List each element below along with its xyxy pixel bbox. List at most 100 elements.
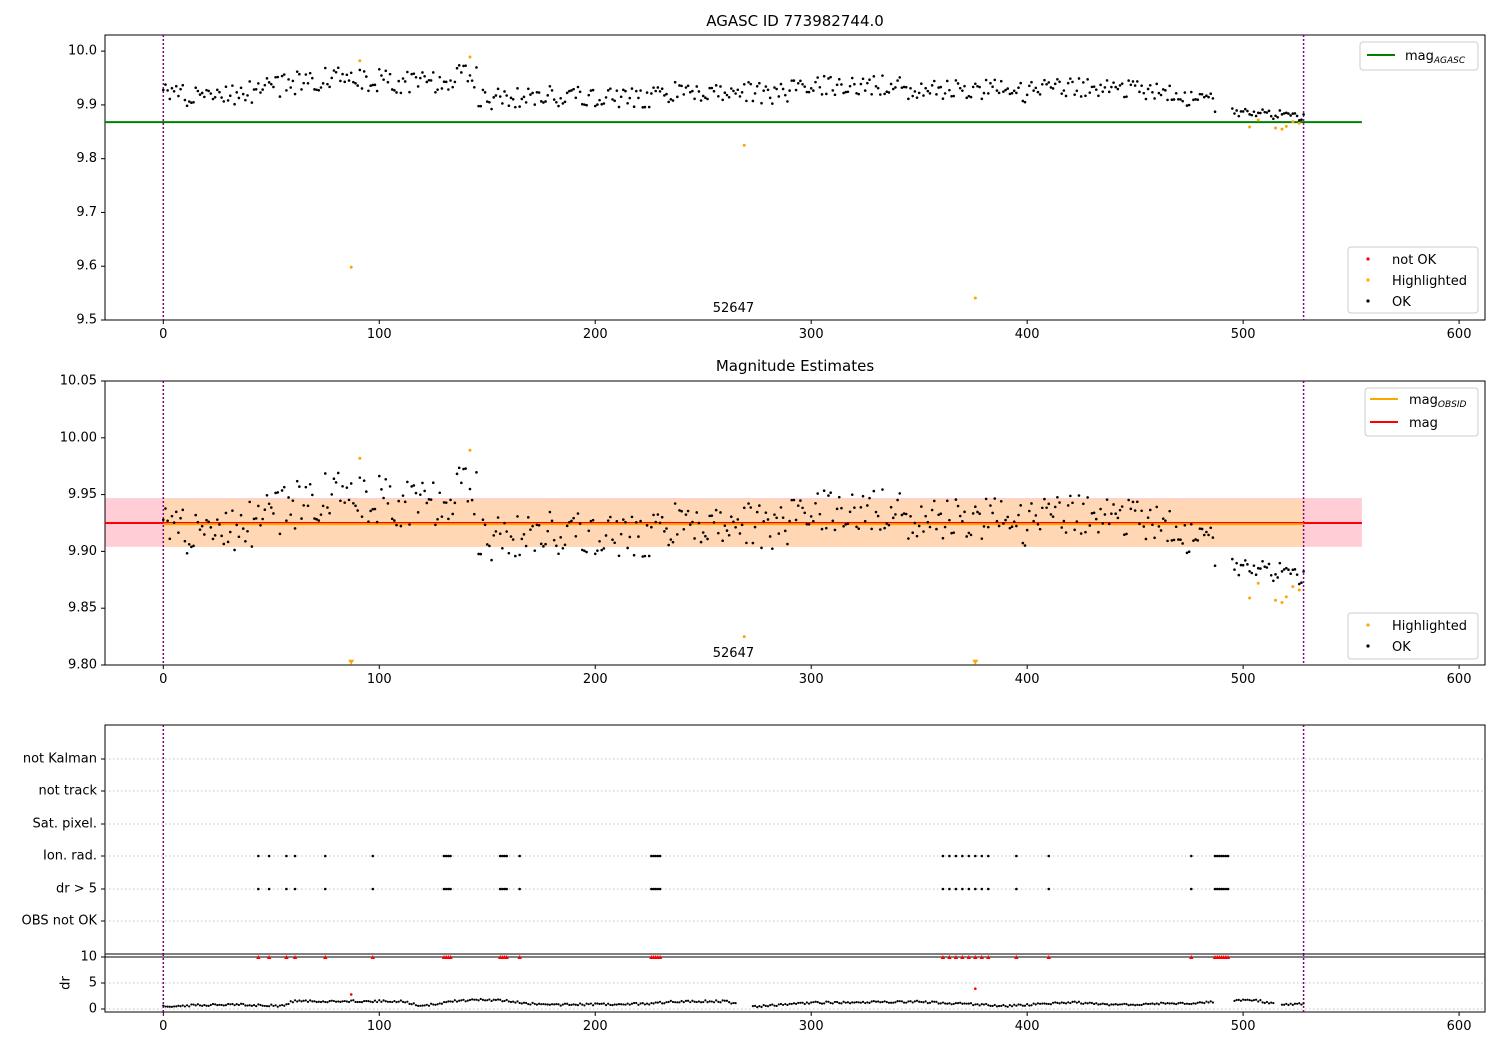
magnitude-panel-ok-point: [617, 554, 621, 558]
agasc-panel-ok-point: [986, 92, 990, 95]
agasc-panel-ok-point: [1181, 99, 1184, 103]
flag-point: [658, 854, 662, 858]
agasc-panel-ok-point: [632, 105, 636, 109]
dr-point: [1088, 1001, 1091, 1004]
magnitude-panel-ok-point: [498, 532, 502, 536]
agasc-panel-ok-point: [857, 92, 861, 96]
dr-point: [531, 1001, 534, 1004]
agasc-panel-ok-point: [606, 89, 610, 92]
dr-point: [829, 1001, 832, 1005]
dr-point: [166, 1005, 169, 1008]
agasc-panel-ok-point: [1047, 81, 1051, 84]
agasc-panel-ok-point: [1049, 86, 1053, 89]
agasc-panel-ok-point: [1209, 92, 1213, 96]
magnitude-panel-ok-point: [624, 520, 627, 524]
magnitude-panel-ok-point: [827, 494, 830, 497]
magnitude-panel-ok-point: [907, 537, 910, 540]
agasc-panel-ok-point: [650, 92, 653, 95]
agasc-panel-highlighted-point: [973, 296, 977, 300]
agasc-panel-ok-point: [341, 72, 344, 76]
magnitude-panel-ok-point: [976, 510, 979, 514]
dr-point: [1293, 1002, 1297, 1005]
dr-panel-x-tick-label: 500: [1231, 1019, 1256, 1034]
magnitude-panel-ok-point: [170, 514, 174, 518]
dr-point: [648, 1003, 651, 1006]
dr-point: [1060, 1001, 1063, 1004]
flag-point: [1215, 887, 1219, 891]
agasc-panel-ok-point: [669, 97, 673, 101]
flag-point: [444, 887, 448, 891]
magnitude-panel-ok-point: [483, 523, 487, 527]
agasc-panel-ok-point: [885, 90, 889, 94]
agasc-panel-ok-point: [609, 87, 612, 90]
dr-point: [1296, 1002, 1299, 1005]
agasc-panel-ok-point: [563, 100, 567, 104]
flag-point: [1215, 854, 1219, 858]
agasc-panel-ok-point: [470, 79, 474, 82]
agasc-panel-ok-point: [565, 91, 569, 95]
agasc-panel-y-tick-label: 9.7: [76, 205, 97, 220]
agasc-panel-ok-point: [840, 83, 843, 86]
flag-point: [974, 887, 977, 891]
agasc-panel-ok-point: [928, 92, 932, 95]
flag-point: [1222, 854, 1225, 858]
magnitude-panel-ok-point: [1155, 505, 1159, 509]
agasc-panel-highlighted-point: [1291, 120, 1295, 124]
legend-marker: [1366, 278, 1370, 282]
magnitude-panel-ok-point: [753, 525, 757, 529]
dr-point: [991, 1004, 994, 1008]
agasc-panel-ok-point: [406, 70, 409, 74]
dr-point: [1248, 999, 1251, 1002]
agasc-panel-ok-point: [339, 79, 342, 83]
agasc-panel-ok-point: [786, 100, 789, 103]
dr-point: [650, 1001, 653, 1005]
agasc-panel-ok-point: [887, 91, 891, 94]
agasc-panel-ok-point: [876, 86, 880, 90]
agasc-panel-ok-point: [850, 76, 854, 80]
dr-point: [905, 1001, 908, 1004]
agasc-panel-ok-point: [1174, 91, 1178, 95]
dr-point: [1259, 999, 1262, 1002]
magnitude-panel-ok-point: [388, 485, 392, 488]
dr-point: [1127, 1004, 1130, 1007]
magnitude-panel-ok-point: [680, 509, 683, 513]
magnitude-panel-ok-point: [209, 526, 213, 529]
agasc-panel-ok-point: [1252, 110, 1256, 113]
agasc-panel-ok-point: [814, 80, 817, 84]
magnitude-panel-ok-point: [1289, 572, 1292, 576]
agasc-panel-ok-point: [185, 104, 189, 108]
dr-point: [1254, 998, 1258, 1001]
agasc-panel-ok-point: [712, 89, 716, 93]
agasc-panel-y-tick-label: 9.6: [76, 259, 97, 274]
magnitude-panel-ok-point: [863, 519, 867, 523]
magnitude-panel-ok-point: [943, 525, 947, 529]
magnitude-panel-ok-point: [939, 512, 943, 516]
dr-point: [298, 999, 301, 1002]
dr-point: [272, 1004, 275, 1008]
dr-point: [654, 1001, 657, 1004]
magnitude-panel-ok-point: [1179, 538, 1182, 542]
magnitude-panel-x-tick-label: 400: [1015, 672, 1040, 687]
magnitude-panel-ok-point: [853, 506, 856, 510]
agasc-panel-ok-point: [991, 85, 994, 89]
flag-point: [980, 887, 984, 891]
magnitude-panel-ok-point: [472, 512, 476, 516]
magnitude-panel-ok-point: [375, 520, 379, 524]
agasc-panel-ok-point: [1107, 90, 1111, 94]
magnitude-panel-ok-point: [365, 490, 368, 493]
agasc-panel-ok-point: [598, 98, 601, 102]
agasc-panel-ok-point: [639, 89, 642, 92]
magnitude-panel-ok-point: [1043, 497, 1046, 501]
magnitude-panel-ok-point: [986, 525, 990, 529]
dr-point: [1039, 1002, 1042, 1005]
magnitude-panel-ok-point: [818, 512, 822, 516]
magnitude-panel-highlighted-point: [1291, 585, 1295, 589]
magnitude-panel-ok-point: [248, 500, 251, 504]
dr-point: [604, 1003, 608, 1007]
magnitude-panel-ok-point: [1107, 522, 1111, 526]
flag-point: [501, 887, 504, 891]
dr-point: [330, 999, 333, 1002]
magnitude-panel-ok-point: [1086, 496, 1089, 499]
flag-point: [652, 854, 655, 858]
flag-row-label: dr > 5: [56, 882, 97, 897]
